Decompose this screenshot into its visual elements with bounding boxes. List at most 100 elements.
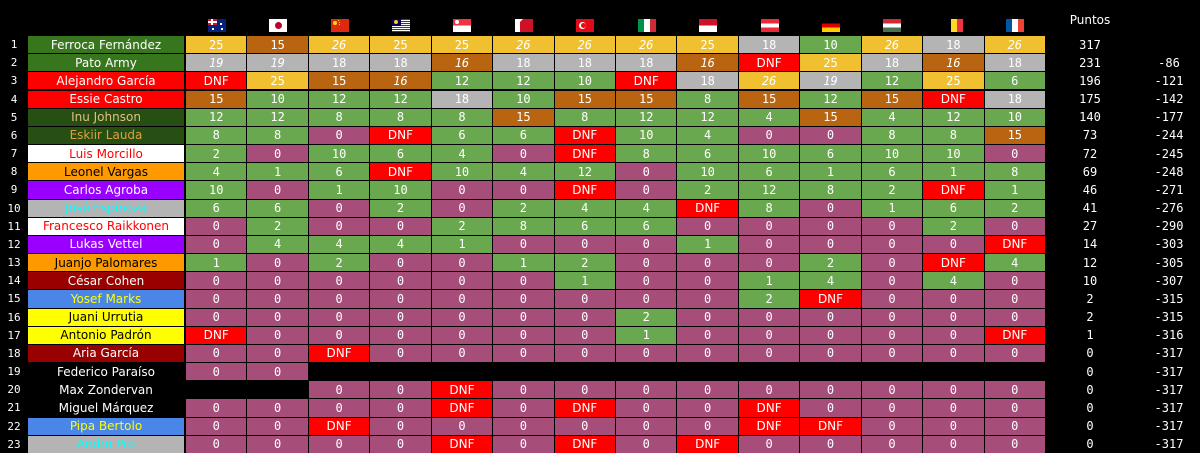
position-number: 14 <box>7 274 21 288</box>
race-result-cell: 4 <box>493 163 554 181</box>
race-result-cell: 6 <box>677 145 738 163</box>
race-result-cell: 0 <box>186 308 247 326</box>
race-result-cell: 0 <box>923 235 984 254</box>
race-result-cell: 6 <box>554 217 615 235</box>
race-result-cell: 4 <box>186 163 247 181</box>
race-result-cell: 18 <box>861 54 923 72</box>
race-result-cell: 0 <box>308 126 370 144</box>
position-number: 16 <box>7 310 21 324</box>
race-result-empty <box>738 363 800 381</box>
race-result-cell: 0 <box>370 290 431 308</box>
race-result-cell: 26 <box>493 36 554 54</box>
race-result-cell: 0 <box>677 417 738 435</box>
points-gap: -245 <box>1154 146 1184 161</box>
driver-name: Max Zondervan <box>28 381 184 399</box>
race-result-cell: 0 <box>308 381 370 399</box>
race-result-empty <box>247 381 308 399</box>
race-result-cell: 0 <box>800 235 861 254</box>
race-result-cell: 2 <box>308 254 370 272</box>
race-result-cell: 0 <box>431 254 493 272</box>
total-points: 12 <box>1082 255 1098 270</box>
race-result-cell: 0 <box>861 326 923 344</box>
race-result-cell: 0 <box>800 308 861 326</box>
race-result-cell: 0 <box>493 344 554 363</box>
race-result-cell: 10 <box>370 181 431 199</box>
race-result-cell: 0 <box>554 308 615 326</box>
total-points: 27 <box>1082 219 1098 234</box>
race-result-cell: 12 <box>861 72 923 90</box>
position-number: 6 <box>10 128 18 142</box>
race-result-cell: 0 <box>370 308 431 326</box>
race-result-cell: 2 <box>923 217 984 235</box>
race-result-cell: 0 <box>616 163 677 181</box>
race-result-cell: 26 <box>308 36 370 54</box>
points-gap: -317 <box>1154 419 1184 434</box>
race-result-cell: 0 <box>984 399 1045 417</box>
race-result-cell: 15 <box>984 126 1045 144</box>
race-result-cell: 1 <box>431 235 493 254</box>
race-result-cell: 0 <box>186 235 247 254</box>
race-result-empty <box>923 363 984 381</box>
race-result-empty <box>308 363 370 381</box>
race-result-cell: 8 <box>370 108 431 126</box>
race-result-cell: 0 <box>493 181 554 199</box>
points-gap: -315 <box>1154 310 1184 325</box>
race-result-cell: 0 <box>677 399 738 417</box>
race-result-cell: DNF <box>677 435 738 453</box>
race-result-cell: 0 <box>370 417 431 435</box>
austria-flag-icon <box>760 19 779 32</box>
position-number: 23 <box>7 437 21 451</box>
driver-name: Alejandro García <box>28 72 184 90</box>
race-result-cell: 0 <box>308 308 370 326</box>
race-result-cell: 0 <box>616 435 677 453</box>
race-result-cell: 18 <box>923 36 984 54</box>
germany-flag-icon <box>822 19 840 32</box>
race-result-cell: DNF <box>431 435 493 453</box>
position-number: 15 <box>7 292 21 306</box>
driver-name: Aria García <box>28 344 184 363</box>
driver-name: Essie Castro <box>28 90 184 108</box>
driver-name: Inu Johnson <box>28 108 184 126</box>
total-points: 73 <box>1082 128 1098 143</box>
race-result-cell: DNF <box>923 90 984 108</box>
position-number: 19 <box>7 365 21 379</box>
race-result-cell: DNF <box>738 417 800 435</box>
race-result-cell: 0 <box>923 308 984 326</box>
race-result-cell: 0 <box>493 326 554 344</box>
race-result-cell: 0 <box>861 308 923 326</box>
race-result-empty <box>554 363 615 381</box>
race-result-cell: 2 <box>370 199 431 217</box>
bahrain-flag-icon <box>514 19 533 32</box>
race-result-cell: 15 <box>554 90 615 108</box>
race-result-cell: 0 <box>738 381 800 399</box>
race-result-cell: 4 <box>308 235 370 254</box>
position-number: 2 <box>10 56 18 70</box>
position-number: 9 <box>10 183 18 197</box>
race-result-cell: 0 <box>738 254 800 272</box>
race-result-cell: 8 <box>493 217 554 235</box>
race-result-cell: 0 <box>984 290 1045 308</box>
race-result-cell: 0 <box>186 435 247 453</box>
driver-name: Juanjo Palomares <box>28 254 184 272</box>
race-result-cell: 25 <box>923 72 984 90</box>
race-result-cell: 0 <box>677 217 738 235</box>
race-result-cell: 0 <box>493 417 554 435</box>
race-result-cell: 0 <box>247 181 308 199</box>
race-result-cell: 8 <box>861 126 923 144</box>
race-result-cell: 0 <box>616 399 677 417</box>
total-points: 2 <box>1086 310 1094 325</box>
race-result-cell: 2 <box>431 217 493 235</box>
race-result-cell: DNF <box>554 145 615 163</box>
race-result-cell: 4 <box>738 108 800 126</box>
total-points: 175 <box>1079 92 1101 107</box>
race-result-cell: 0 <box>923 326 984 344</box>
race-result-cell: 4 <box>370 235 431 254</box>
race-result-cell: 15 <box>738 90 800 108</box>
race-result-cell: 12 <box>247 108 308 126</box>
race-result-cell: 0 <box>554 235 615 254</box>
race-result-cell: 0 <box>554 326 615 344</box>
race-result-cell: 0 <box>923 381 984 399</box>
race-result-cell: 19 <box>247 54 308 72</box>
race-result-cell: 10 <box>923 145 984 163</box>
race-result-cell: 0 <box>308 326 370 344</box>
